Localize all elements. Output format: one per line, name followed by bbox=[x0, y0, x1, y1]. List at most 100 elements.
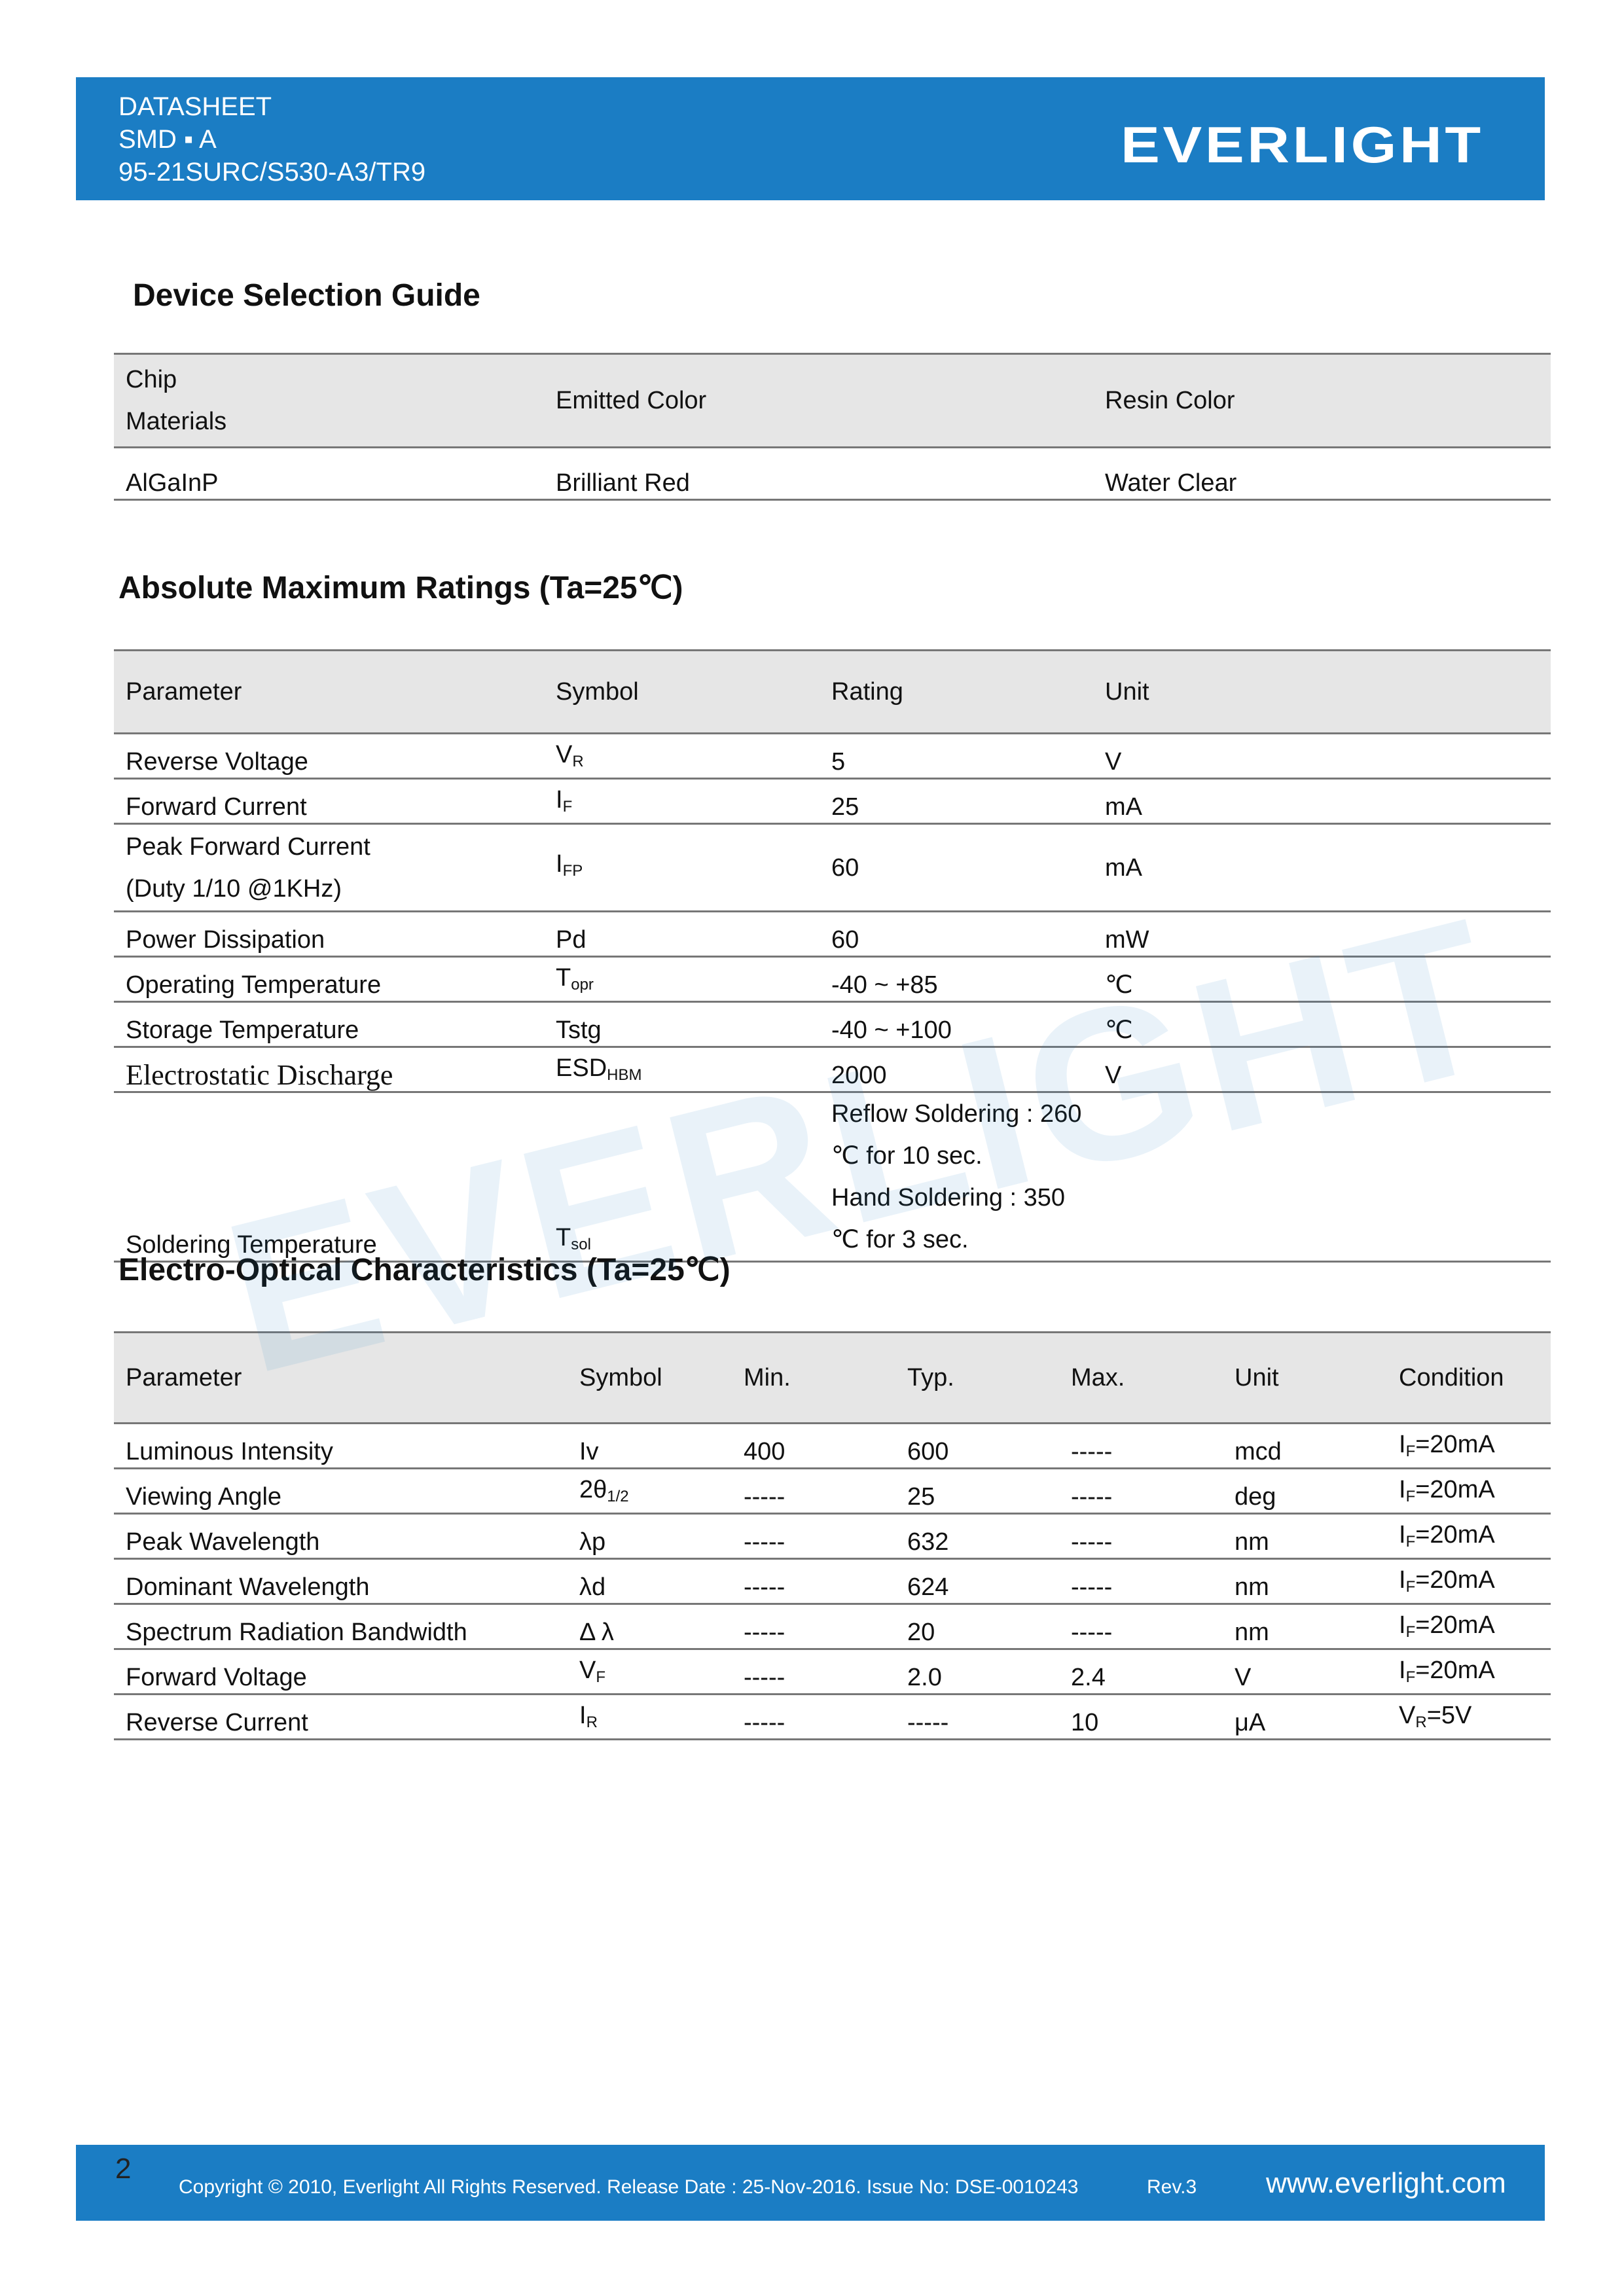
table-cell: nm bbox=[1223, 1604, 1387, 1650]
cell-text: Pd bbox=[556, 926, 586, 954]
table-row: Storage Temperature Tstg -40 ~ +100 ℃ bbox=[114, 1001, 1551, 1048]
table-row: Electrostatic Discharge ESDHBM 2000 V bbox=[114, 1047, 1551, 1093]
header-cell: Max. bbox=[1059, 1331, 1223, 1424]
header-cell: Parameter bbox=[114, 1331, 568, 1424]
table-row: Reverse Voltage VR 5 V bbox=[114, 733, 1551, 780]
cell-text: Condition bbox=[1399, 1363, 1504, 1391]
symbol-rest: =20mA bbox=[1415, 1476, 1495, 1503]
header-row: Parameter Symbol Min. Typ. Max. Unit Condition bbox=[114, 1331, 1551, 1424]
cell-text: Reverse Voltage bbox=[126, 748, 308, 776]
symbol-subscript: F bbox=[1405, 1533, 1416, 1551]
table-cell: 5 bbox=[820, 733, 1093, 780]
table-cell: Power Dissipation bbox=[114, 911, 544, 958]
table-cell: 60 bbox=[820, 911, 1093, 958]
cell-text: Δ λ bbox=[579, 1619, 614, 1646]
table-cell: mcd bbox=[1223, 1423, 1387, 1469]
table-cell: Reverse Current bbox=[114, 1694, 568, 1740]
table-cell: Reflow Soldering : 260 ℃ for 10 sec. Hand… bbox=[820, 1092, 1093, 1263]
table-cell bbox=[1093, 1092, 1551, 1263]
cell-text: 632 bbox=[907, 1528, 949, 1556]
symbol-base: V bbox=[579, 1657, 596, 1684]
cell-text: Parameter bbox=[126, 1363, 242, 1391]
table-cell: -40 ~ +100 bbox=[820, 1001, 1093, 1048]
cell-text: ----- bbox=[1071, 1619, 1113, 1646]
cell-text: Soldering Temperature bbox=[126, 1231, 377, 1259]
cell-text: Emitted Color bbox=[556, 386, 707, 414]
cell-text: 2000 bbox=[831, 1062, 887, 1089]
cell-text: Symbol bbox=[579, 1363, 662, 1391]
cell-text: Brilliant Red bbox=[556, 469, 690, 497]
table-row: Dominant Wavelength λd ----- 624 ----- nm IF=2… bbox=[114, 1558, 1551, 1605]
table-row: Reverse Current IR ----- ----- 10 μA VR=5V bbox=[114, 1694, 1551, 1740]
header-cell: Min. bbox=[732, 1331, 895, 1424]
cell-text: V bbox=[1105, 748, 1122, 776]
table-cell: Iv bbox=[568, 1423, 732, 1469]
cell-text: ----- bbox=[744, 1619, 785, 1646]
table-cell: ----- bbox=[1059, 1468, 1223, 1515]
table-cell: ----- bbox=[732, 1694, 895, 1740]
cell-text: Peak Wavelength bbox=[126, 1528, 320, 1556]
table-cell: IF=20mA bbox=[1387, 1604, 1551, 1650]
table-cell: Water Clear bbox=[1093, 447, 1551, 501]
table-cell: Electrostatic Discharge bbox=[114, 1047, 544, 1093]
table-cell: Reverse Voltage bbox=[114, 733, 544, 780]
table-cell: ESDHBM bbox=[544, 1047, 820, 1093]
data-table: Parameter Symbol Min. Typ. Max. Unit Condition… bbox=[114, 1331, 1551, 1740]
table-cell: μA bbox=[1223, 1694, 1387, 1740]
table-cell: VF bbox=[568, 1649, 732, 1695]
cell-text: ℃ bbox=[1105, 971, 1133, 999]
header-line: DATASHEET bbox=[118, 92, 272, 121]
cell-text: λp bbox=[579, 1528, 606, 1556]
header-cell: Emitted Color bbox=[544, 353, 1093, 448]
cell-text: ----- bbox=[1071, 1528, 1113, 1556]
table-cell: 60 bbox=[820, 823, 1093, 912]
table-cell: Topr bbox=[544, 956, 820, 1003]
logo: EVERLIGHT bbox=[1121, 116, 1484, 173]
cell-text: ----- bbox=[744, 1573, 785, 1601]
cell-text: 10 bbox=[1071, 1709, 1099, 1736]
table-cell: AlGaInP bbox=[114, 447, 544, 501]
symbol-base: I bbox=[1399, 1611, 1406, 1639]
table-cell: ----- bbox=[1059, 1423, 1223, 1469]
table-cell: IFP bbox=[544, 823, 820, 912]
symbol-base: I bbox=[1399, 1521, 1406, 1549]
table-cell: 2.4 bbox=[1059, 1649, 1223, 1695]
table-cell: Storage Temperature bbox=[114, 1001, 544, 1048]
table-cell: IR bbox=[568, 1694, 732, 1740]
cell-text: ----- bbox=[907, 1709, 949, 1736]
table-cell: nm bbox=[1223, 1513, 1387, 1560]
symbol-rest: =20mA bbox=[1415, 1611, 1495, 1639]
symbol-base: I bbox=[1399, 1476, 1406, 1503]
cell-text: Unit bbox=[1235, 1363, 1279, 1391]
symbol-base: ESD bbox=[556, 1054, 607, 1082]
cell-text: V bbox=[1235, 1664, 1252, 1691]
cell-text: Parameter bbox=[126, 677, 242, 706]
table-cell: ----- bbox=[1059, 1604, 1223, 1650]
cell-text: nm bbox=[1235, 1573, 1269, 1601]
table-row: Soldering Temperature Tsol Reflow Solderin… bbox=[114, 1092, 1551, 1263]
cell-text: mA bbox=[1105, 793, 1142, 821]
cell-text: Storage Temperature bbox=[126, 1016, 359, 1044]
symbol-base: I bbox=[1399, 1431, 1406, 1458]
header-bar: DATASHEET SMD ▪ A 95-21SURC/S530-A3/TR9 … bbox=[76, 77, 1545, 200]
header-cell: Parameter bbox=[114, 649, 544, 734]
cell-text: Luminous Intensity bbox=[126, 1438, 333, 1465]
symbol-base: I bbox=[556, 786, 563, 814]
table-cell: ----- bbox=[732, 1649, 895, 1695]
symbol-base: I bbox=[1399, 1657, 1406, 1684]
cell-text: 600 bbox=[907, 1438, 949, 1465]
section-title: Electro-Optical Characteristics (Ta=25℃) bbox=[118, 1253, 731, 1287]
table-cell: deg bbox=[1223, 1468, 1387, 1515]
symbol-subscript: F bbox=[1405, 1623, 1416, 1641]
cell-text: 25 bbox=[907, 1483, 935, 1511]
table-cell: Operating Temperature bbox=[114, 956, 544, 1003]
cell-text: ----- bbox=[744, 1483, 785, 1511]
cell-text: -40 ~ +85 bbox=[831, 971, 938, 999]
table-cell: ----- bbox=[1059, 1558, 1223, 1605]
table-cell: 2.0 bbox=[895, 1649, 1059, 1695]
header-cell: Unit bbox=[1223, 1331, 1387, 1424]
table-cell: Viewing Angle bbox=[114, 1468, 568, 1515]
text-line: Hand Soldering : 350 ℃ for 3 sec. bbox=[831, 1184, 1066, 1253]
symbol-subscript: R bbox=[572, 753, 584, 770]
cell-text: Forward Voltage bbox=[126, 1664, 307, 1691]
